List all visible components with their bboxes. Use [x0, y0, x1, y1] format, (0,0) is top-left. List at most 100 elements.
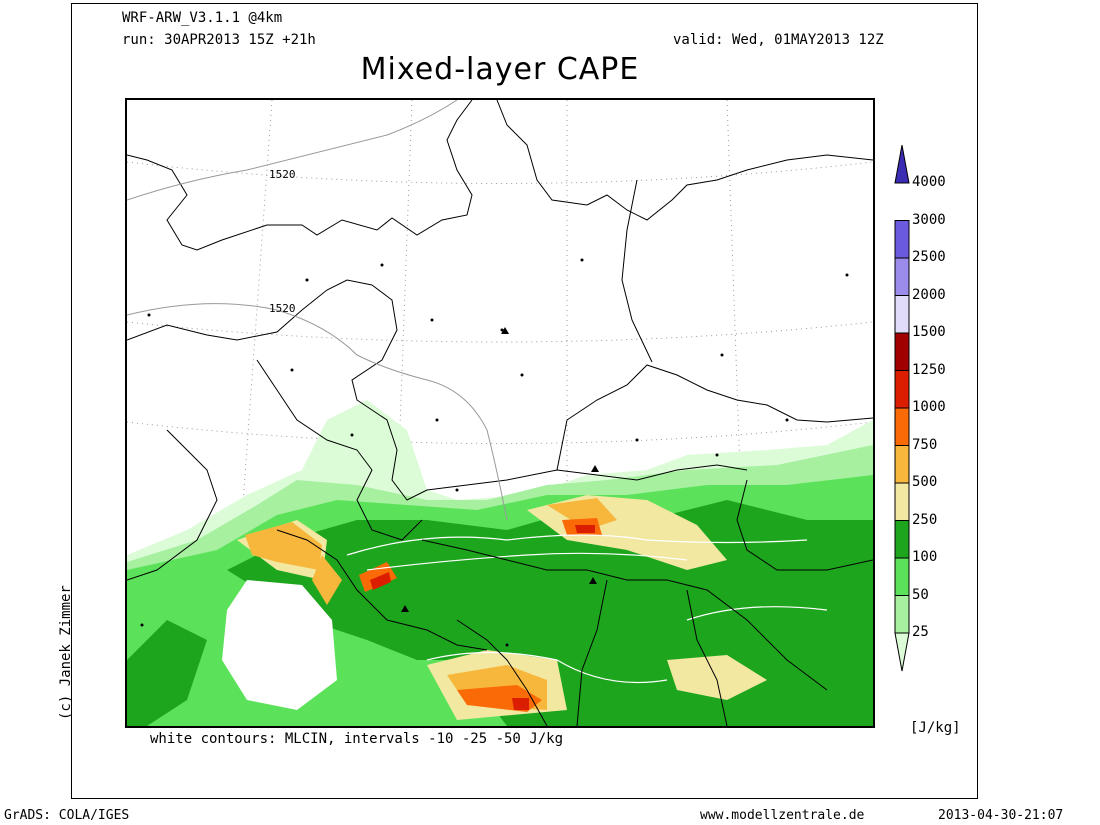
cape-500-area	[667, 655, 767, 700]
generation-timestamp: 2013-04-30-21:07	[938, 808, 1064, 823]
map-title: Mixed-layer CAPE	[360, 52, 640, 87]
city-triangle	[401, 605, 409, 612]
station-dot	[500, 328, 504, 332]
latitude-line	[127, 421, 873, 444]
cape-1250-area	[575, 525, 595, 533]
borders	[127, 100, 873, 726]
legend-label: 750	[912, 436, 938, 453]
legend-swatch-50	[894, 595, 910, 634]
contour-label: 1520	[269, 302, 296, 315]
border	[456, 619, 548, 726]
software-credit: GrADS: COLA/IGES	[4, 808, 130, 823]
author-credit: (c) Janek Zimmer	[58, 585, 74, 720]
cape-750-area	[547, 498, 617, 530]
mlcin-contour	[686, 606, 828, 621]
legend-swatch-750	[894, 445, 910, 484]
cape-750-area	[312, 555, 342, 605]
station-dot	[520, 373, 524, 377]
border	[256, 359, 423, 541]
station-dot	[350, 433, 354, 437]
cape-1250-area	[370, 572, 391, 590]
latitude-line	[127, 321, 873, 343]
border	[686, 589, 728, 726]
mlcin-contour	[346, 534, 808, 556]
legend-swatch-1500	[894, 332, 910, 371]
station-dot	[715, 453, 719, 457]
graticule	[127, 100, 873, 726]
valid-time-label: valid: Wed, 01MAY2013 12Z	[673, 32, 884, 48]
station-dot	[580, 258, 584, 262]
legend-label: 2000	[912, 286, 946, 303]
city-triangle	[501, 327, 509, 334]
legend-swatch-1250	[894, 370, 910, 409]
border	[736, 479, 873, 571]
legend-label: 4000	[912, 174, 946, 190]
legend-label: 1250	[912, 361, 946, 378]
legend-label: 100	[912, 549, 938, 565]
border	[621, 179, 653, 363]
station-dot	[140, 623, 144, 627]
cape-750-area	[245, 522, 322, 570]
contour-label: 1520	[269, 168, 296, 181]
legend-label: 3000	[912, 211, 946, 228]
cape-shading	[127, 400, 873, 726]
station-dot	[430, 318, 434, 322]
cape-1250-area	[512, 698, 529, 710]
height-contour-1520	[127, 303, 508, 521]
legend-swatch-1000	[894, 407, 910, 446]
border	[576, 579, 608, 726]
legend-label: 2500	[912, 249, 946, 265]
station-dot	[455, 488, 459, 492]
station-dot	[505, 643, 509, 647]
station-markers	[140, 258, 849, 647]
legend-units: [J/kg]	[910, 720, 961, 736]
border	[426, 464, 748, 491]
border	[556, 364, 873, 471]
coastline	[127, 100, 473, 251]
legend-label: 1000	[912, 399, 946, 415]
station-dot	[380, 263, 384, 267]
height-contour-1520	[127, 100, 458, 201]
station-dot	[785, 418, 789, 422]
mlcin-footnote: white contours: MLCIN, intervals -10 -25…	[150, 731, 564, 747]
mlcin-contours	[346, 534, 828, 684]
legend-label: 1500	[912, 324, 946, 340]
station-dot	[720, 353, 724, 357]
city-triangle	[589, 577, 597, 584]
border	[351, 284, 428, 501]
legend-swatch-100	[894, 557, 910, 596]
legend-swatch-2000	[894, 295, 910, 334]
legend-label: 500	[912, 474, 938, 490]
city-triangle	[591, 465, 599, 472]
height-contours	[127, 100, 508, 521]
legend-swatch-250	[894, 520, 910, 559]
cape-250-area	[127, 620, 207, 726]
cape-legend	[894, 145, 910, 672]
legend-label: 50	[912, 586, 929, 603]
cape-map: 1520 1520	[125, 98, 875, 728]
website-credit: www.modellzentrale.de	[700, 808, 865, 823]
mlcin-contour	[366, 552, 688, 571]
coastline	[496, 100, 873, 221]
legend-swatch-25	[894, 632, 910, 672]
latitude-line	[127, 161, 873, 184]
legend-swatch-3000	[894, 220, 910, 259]
station-dot	[305, 278, 309, 282]
station-dot	[290, 368, 294, 372]
coastline	[127, 279, 373, 341]
border	[421, 539, 828, 691]
station-dot	[635, 438, 639, 442]
figure-frame	[71, 3, 978, 799]
legend-swatch-500	[894, 482, 910, 521]
legend-swatch-2500	[894, 257, 910, 296]
legend-label: 25	[912, 624, 929, 640]
border	[276, 529, 488, 651]
station-dot	[147, 313, 151, 317]
legend-swatch-4000	[894, 145, 910, 184]
model-label: WRF-ARW_V3.1.1 @4km	[122, 10, 283, 26]
station-dot	[845, 273, 849, 277]
run-label: run: 30APR2013 15Z +21h	[122, 32, 316, 48]
legend-label: 250	[912, 511, 938, 528]
no-cape-area	[222, 580, 337, 710]
border	[127, 429, 218, 581]
